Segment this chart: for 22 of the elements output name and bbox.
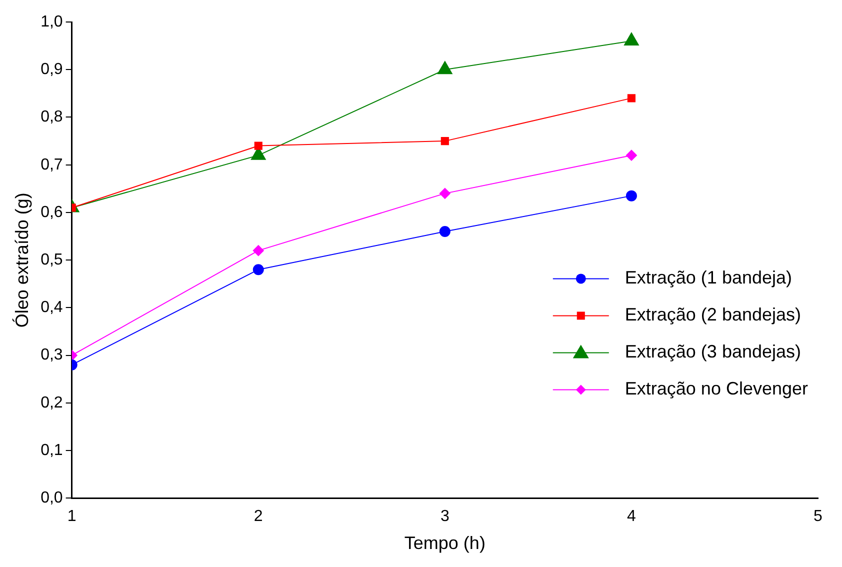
y-tick-label: 0,9 [40, 61, 63, 78]
y-tick-label: 0,4 [40, 299, 63, 316]
y-tick-label: 0,6 [40, 204, 63, 221]
x-tick-label: 2 [254, 508, 263, 526]
y-tick-label: 0,2 [40, 394, 63, 412]
y-tick-label: 0,1 [40, 442, 63, 459]
x-tick-label: 1 [67, 508, 76, 526]
legend-label: Extração no Clevenger [624, 378, 808, 399]
x-tick-label: 5 [814, 508, 823, 526]
legend-label: Extração (3 bandejas) [624, 342, 802, 362]
y-tick-label: 0,7 [40, 156, 63, 174]
x-tick-label: 4 [627, 508, 636, 526]
y-tick-label: 0,5 [40, 252, 63, 269]
legend-label: Extração (2 bandejas) [624, 304, 802, 325]
x-tick-label: 3 [440, 508, 450, 526]
legend-label: Extração (1 bandeja) [624, 268, 792, 288]
y-tick-label: 0,0 [40, 490, 63, 507]
x-axis-title: Tempo (h) [404, 533, 486, 554]
y-axis-title: Óleo extraído (g) [12, 192, 32, 328]
y-tick-label: 0,3 [40, 346, 63, 364]
y-tick-label: 1,0 [40, 13, 63, 30]
y-tick-label: 0,8 [40, 108, 63, 126]
